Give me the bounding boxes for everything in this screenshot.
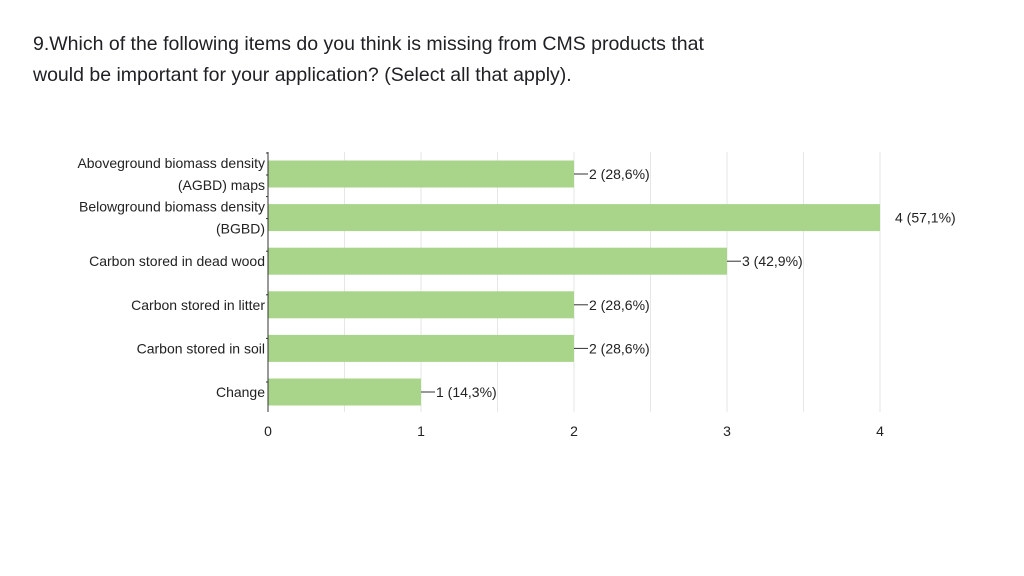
category-label: Belowground biomass density [79,199,265,215]
bar [268,204,880,232]
data-label: 2 (28,6%) [589,166,650,182]
data-label: 4 (57,1%) [895,210,956,226]
data-label: 2 (28,6%) [589,340,650,356]
category-label: (BGBD) [216,221,265,237]
bar [268,334,574,362]
question-line-2: would be important for your application?… [33,64,572,86]
bar [268,160,574,188]
data-label: 3 (42,9%) [742,253,803,269]
bar [268,378,421,406]
x-tick-label: 2 [570,423,578,439]
data-label: 2 (28,6%) [589,297,650,313]
category-label: Aboveground biomass density [77,155,265,171]
category-label: Carbon stored in soil [137,340,265,356]
question-line-1: 9.Which of the following items do you th… [33,33,704,55]
data-label: 1 (14,3%) [436,384,497,400]
x-tick-label: 1 [417,423,425,439]
x-tick-label: 4 [876,423,884,439]
category-label: Carbon stored in dead wood [89,253,265,269]
category-label: (AGBD) maps [178,177,265,193]
question-title: 9.Which of the following items do you th… [33,29,813,91]
bar [268,247,727,275]
x-tick-label: 0 [264,423,272,439]
category-label: Change [216,384,265,400]
category-label: Carbon stored in litter [131,297,265,313]
x-tick-label: 3 [723,423,731,439]
bar [268,291,574,319]
